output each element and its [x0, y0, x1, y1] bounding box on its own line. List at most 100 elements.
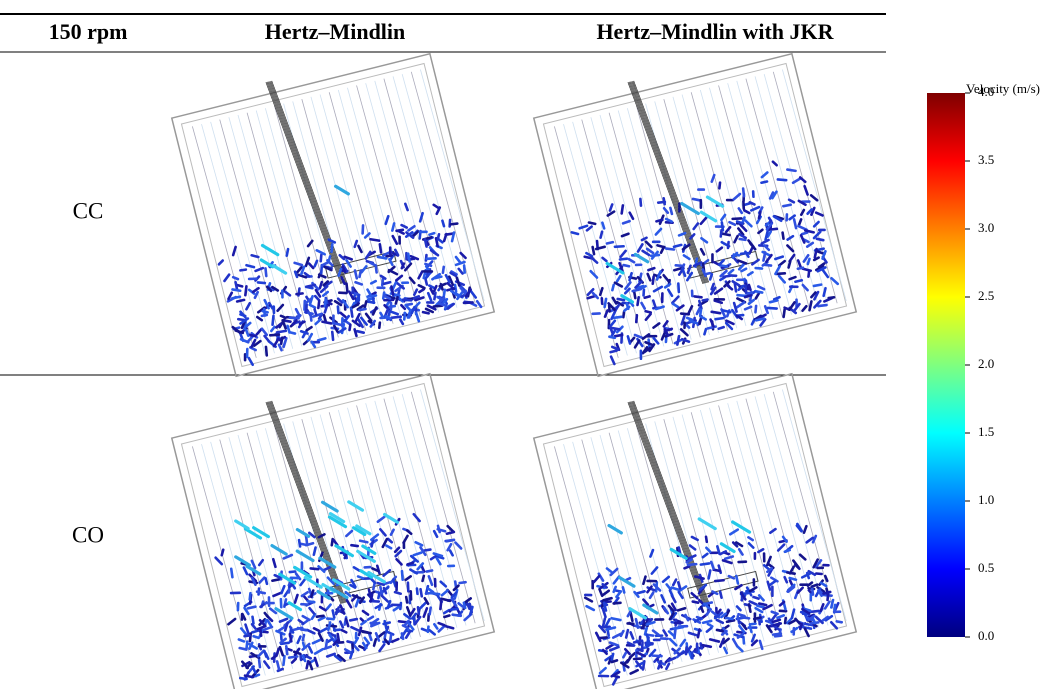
- particle: [234, 519, 250, 531]
- particle: [611, 675, 619, 686]
- particle: [271, 264, 288, 275]
- particle: [245, 263, 256, 269]
- colorbar-tick-label: 3.5: [978, 152, 994, 167]
- particle: [428, 629, 436, 636]
- colorbar-tick-label: 0.5: [978, 560, 994, 575]
- particle: [426, 291, 433, 302]
- particle: [294, 307, 302, 318]
- particle: [751, 258, 760, 266]
- particle: [304, 297, 312, 305]
- particle: [325, 617, 335, 621]
- particle: [312, 312, 323, 318]
- particle: [398, 235, 401, 245]
- particle: [737, 207, 744, 215]
- shaft: [633, 400, 710, 603]
- particle: [604, 655, 613, 662]
- particle: [591, 245, 596, 256]
- particle: [830, 277, 840, 286]
- particle: [725, 283, 734, 291]
- particle: [388, 246, 392, 258]
- particle: [815, 237, 825, 242]
- particle: [445, 530, 456, 536]
- particle: [698, 299, 703, 310]
- particle: [391, 234, 399, 246]
- particle: [733, 234, 739, 244]
- particle: [744, 219, 753, 228]
- particle: [324, 638, 329, 650]
- particle: [353, 269, 359, 280]
- particle: [409, 568, 419, 575]
- particle: [388, 257, 394, 267]
- particle: [383, 298, 395, 302]
- particle: [673, 647, 681, 655]
- particle: [718, 264, 729, 268]
- particle: [346, 640, 356, 645]
- particle: [643, 626, 649, 636]
- particle: [633, 590, 640, 599]
- particle: [753, 289, 764, 294]
- colorbar-tick-label: 0.0: [978, 628, 994, 643]
- particle: [275, 329, 288, 334]
- particle: [646, 585, 653, 594]
- particle: [762, 251, 767, 262]
- particle: [688, 544, 697, 551]
- tank-line: [237, 114, 303, 347]
- particle: [367, 570, 386, 584]
- colorbar-ticks: 0.0 0.5 1.0 1.5 2.0 2.5 3.0 3.5 4.0: [965, 84, 994, 643]
- particle: [823, 600, 831, 610]
- particle: [642, 598, 650, 606]
- particle: [693, 575, 705, 580]
- particle: [670, 586, 680, 592]
- particle: [375, 564, 381, 575]
- particle: [737, 612, 746, 618]
- particle: [786, 234, 795, 241]
- particle: [317, 616, 326, 622]
- particle: [727, 268, 735, 275]
- particle: [619, 629, 625, 638]
- particle: [348, 290, 355, 301]
- particle: [632, 657, 643, 661]
- particle: [356, 549, 376, 563]
- particle: [646, 579, 658, 583]
- particle: [250, 629, 260, 634]
- tank-line: [228, 117, 294, 349]
- shaft: [265, 402, 342, 605]
- tank-line: [219, 439, 285, 672]
- particle: [589, 255, 599, 264]
- particle: [741, 187, 746, 198]
- particle: [322, 313, 327, 323]
- particle: [720, 612, 727, 619]
- tank-line: [736, 80, 802, 313]
- particle: [748, 242, 757, 251]
- particle: [404, 202, 409, 212]
- particle: [259, 627, 263, 638]
- particle: [812, 283, 823, 288]
- particle: [792, 218, 798, 230]
- particle: [699, 315, 707, 321]
- particle: [255, 315, 264, 322]
- tank-outline: [170, 52, 496, 378]
- particle: [807, 269, 811, 278]
- particle: [757, 594, 765, 602]
- particle: [737, 259, 748, 265]
- particle: [697, 517, 717, 531]
- particle: [662, 606, 670, 615]
- particle: [313, 656, 319, 668]
- particle: [715, 618, 725, 625]
- particle: [426, 304, 437, 311]
- particle: [611, 296, 618, 305]
- particle: [363, 300, 368, 309]
- particle: [726, 240, 730, 250]
- particle: [383, 630, 387, 640]
- particle: [594, 245, 606, 251]
- particle: [747, 603, 752, 613]
- simulation-image: [170, 52, 496, 378]
- particle: [404, 231, 414, 238]
- particle: [728, 528, 740, 536]
- particle: [347, 500, 365, 512]
- particle: [798, 176, 807, 184]
- tank-line: [310, 96, 376, 329]
- particle: [281, 289, 284, 299]
- particle: [376, 515, 386, 524]
- particle: [433, 622, 439, 630]
